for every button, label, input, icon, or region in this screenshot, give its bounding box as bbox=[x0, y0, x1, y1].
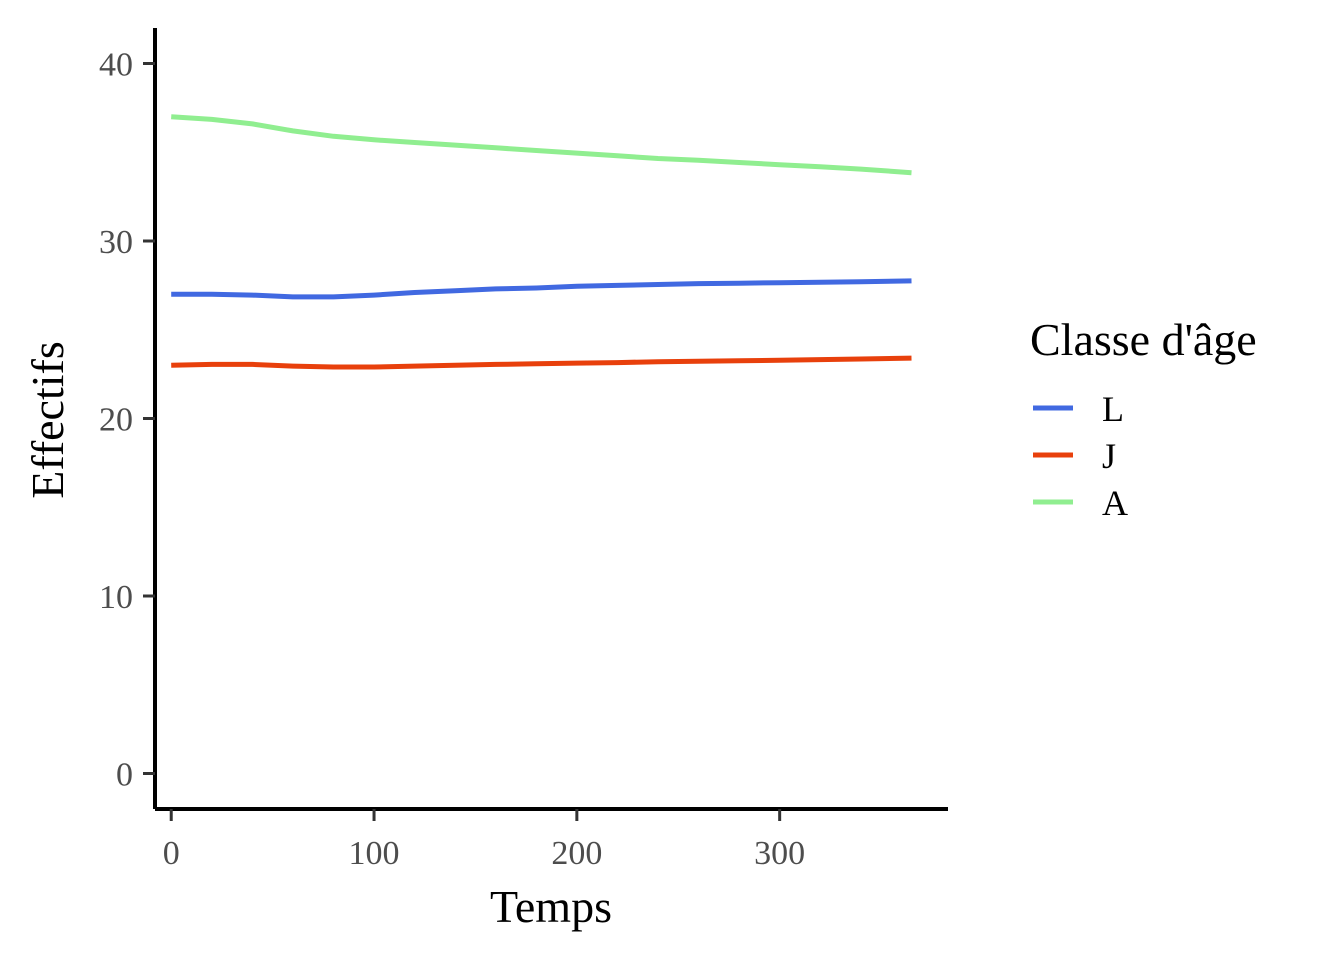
legend: Classe d'âge LJA bbox=[1030, 314, 1257, 523]
y-tick-label: 10 bbox=[99, 579, 133, 616]
plot-area bbox=[171, 114, 912, 370]
y-tick-label: 40 bbox=[99, 47, 133, 84]
series-line-A bbox=[171, 114, 912, 176]
x-tick-label: 100 bbox=[349, 835, 400, 872]
y-tick-label: 0 bbox=[116, 757, 133, 794]
x-tick-label: 0 bbox=[163, 835, 180, 872]
legend-label-L: L bbox=[1102, 389, 1124, 429]
x-tick-label: 200 bbox=[551, 835, 602, 872]
y-tick-label: 20 bbox=[99, 402, 133, 439]
legend-label-A: A bbox=[1102, 483, 1128, 523]
y-axis-title: Effectifs bbox=[22, 341, 73, 499]
y-tick-label: 30 bbox=[99, 224, 133, 261]
legend-label-J: J bbox=[1102, 436, 1116, 476]
series-line-L bbox=[171, 278, 912, 300]
series-line-J bbox=[171, 355, 912, 370]
legend-title: Classe d'âge bbox=[1030, 314, 1257, 365]
axes: 0 10 20 30 40 0 100 200 300 bbox=[99, 28, 948, 872]
x-axis-title: Temps bbox=[490, 881, 612, 932]
x-tick-label: 300 bbox=[754, 835, 805, 872]
